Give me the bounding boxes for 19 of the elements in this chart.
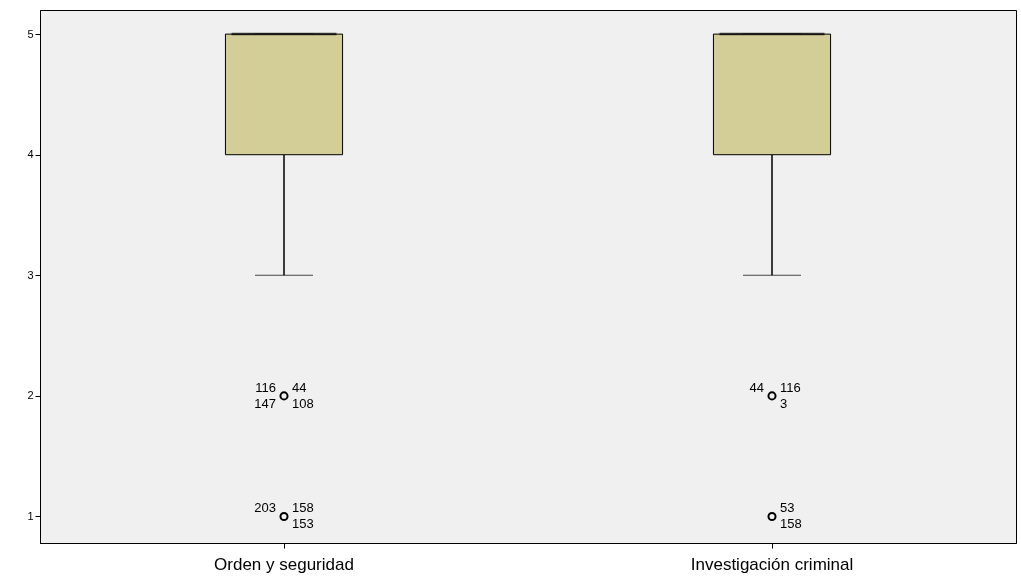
y-tick-label: 1 xyxy=(27,509,34,522)
annotation: 108 xyxy=(292,395,314,411)
annotation: 116 xyxy=(255,379,276,395)
annotation: 158 xyxy=(780,516,802,532)
annotation: 3 xyxy=(780,395,788,411)
y-tick-label: 2 xyxy=(27,389,34,402)
annotation: 44 xyxy=(292,379,307,395)
annotation: 44 xyxy=(749,379,764,395)
y-tick-label: 5 xyxy=(27,27,34,40)
x-tick-label: Investigación criminal xyxy=(690,554,854,574)
annotation: 116 xyxy=(780,379,801,395)
y-tick-label: 4 xyxy=(27,148,34,161)
annotation: 147 xyxy=(254,395,276,411)
annotation: 158 xyxy=(292,500,314,516)
y-tick-label: 3 xyxy=(27,268,34,281)
x-tick-label: Orden y seguridad xyxy=(214,554,354,574)
annotation: 203 xyxy=(254,500,276,516)
annotation: 153 xyxy=(292,516,314,532)
annotation: 53 xyxy=(780,500,795,516)
